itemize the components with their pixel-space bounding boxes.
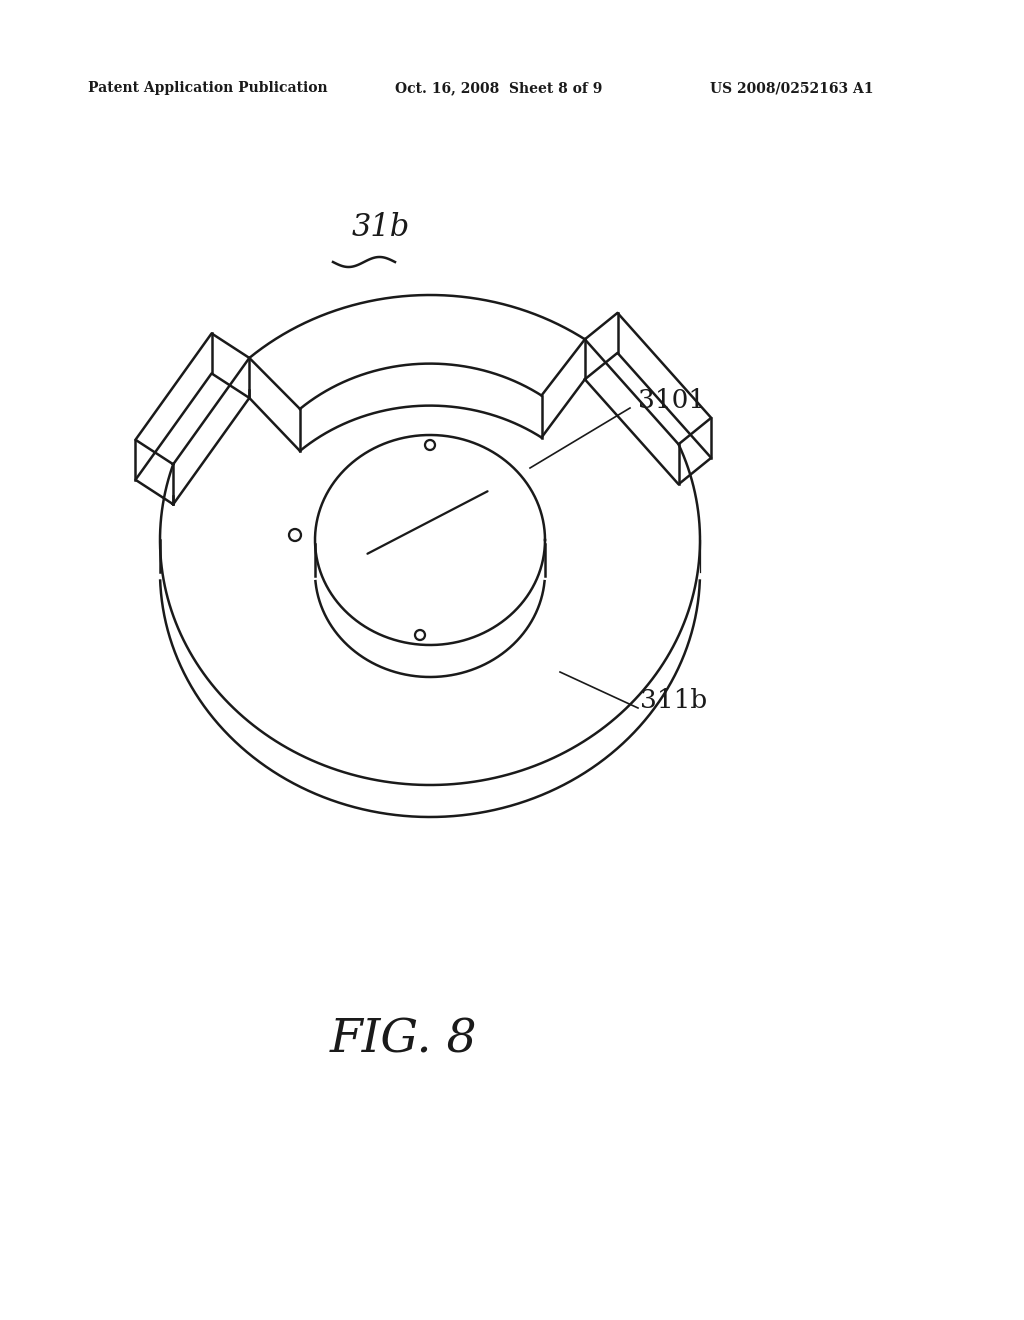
Text: 31b: 31b: [352, 213, 411, 243]
Text: 311b: 311b: [640, 688, 708, 713]
Text: Patent Application Publication: Patent Application Publication: [88, 81, 328, 95]
Text: 3101: 3101: [638, 388, 706, 412]
Text: US 2008/0252163 A1: US 2008/0252163 A1: [710, 81, 873, 95]
Text: Oct. 16, 2008  Sheet 8 of 9: Oct. 16, 2008 Sheet 8 of 9: [395, 81, 602, 95]
Text: FIG. 8: FIG. 8: [330, 1018, 477, 1063]
